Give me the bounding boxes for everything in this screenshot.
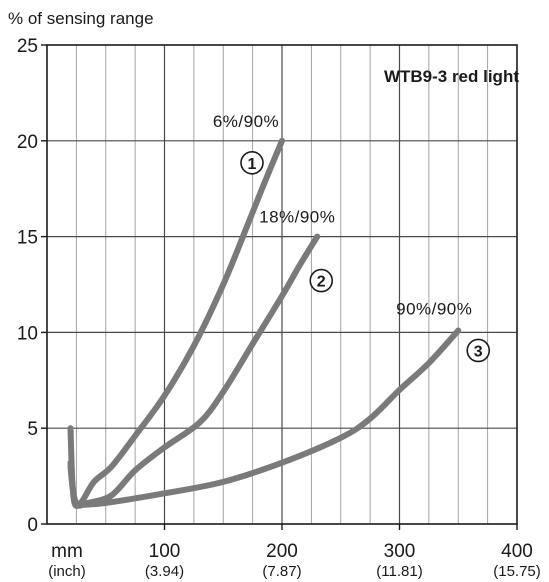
x-tick-sublabel: (3.94) xyxy=(145,563,184,580)
y-tick-label: 15 xyxy=(17,228,38,249)
x-axis-unit: mm xyxy=(51,541,83,562)
x-tick-label: 100 xyxy=(149,541,181,562)
x-axis-unit-secondary: (inch) xyxy=(48,563,86,580)
x-tick-label: 400 xyxy=(501,541,533,562)
x-tick-sublabel: (15.75) xyxy=(493,563,541,580)
x-tick-label: 300 xyxy=(384,541,416,562)
curve-marker-circle-3 xyxy=(466,338,491,363)
curve-1 xyxy=(67,137,285,508)
y-tick-label: 0 xyxy=(27,515,38,536)
x-tick-label: 200 xyxy=(266,541,298,562)
curve-label-1: 6%/90% xyxy=(213,112,279,131)
chart-curve-labels: 6%/90% 1 18%/90% 2 90%/90% 3 xyxy=(213,112,491,363)
curve-3 xyxy=(67,327,462,510)
y-tick-label: 25 xyxy=(17,36,38,57)
y-tick-label: 20 xyxy=(17,132,38,153)
chart-axes: 0 5 10 15 20 25 100(3.94) 200(7.87) 300(11.81) 40… xyxy=(17,36,541,580)
curve-label-3: 90%/90% xyxy=(396,299,472,318)
curve-marker-circle-2 xyxy=(309,268,334,293)
chart-grid xyxy=(47,45,517,524)
curve-marker-circle-1 xyxy=(240,151,264,175)
chart-curves xyxy=(67,137,462,510)
y-tick-label: 10 xyxy=(17,323,38,344)
curve-label-2: 18%/90% xyxy=(259,208,335,227)
chart-title: WTB9-3 red light xyxy=(384,67,519,86)
curve-marker-number-3: 3 xyxy=(474,343,483,360)
curve-marker-number-1: 1 xyxy=(248,156,257,173)
curve-marker-number-2: 2 xyxy=(317,274,326,291)
x-tick-sublabel: (7.87) xyxy=(262,563,301,580)
x-tick-sublabel: (11.81) xyxy=(376,563,422,580)
y-tick-label: 5 xyxy=(27,419,38,440)
y-axis-title: % of sensing range xyxy=(8,9,154,28)
